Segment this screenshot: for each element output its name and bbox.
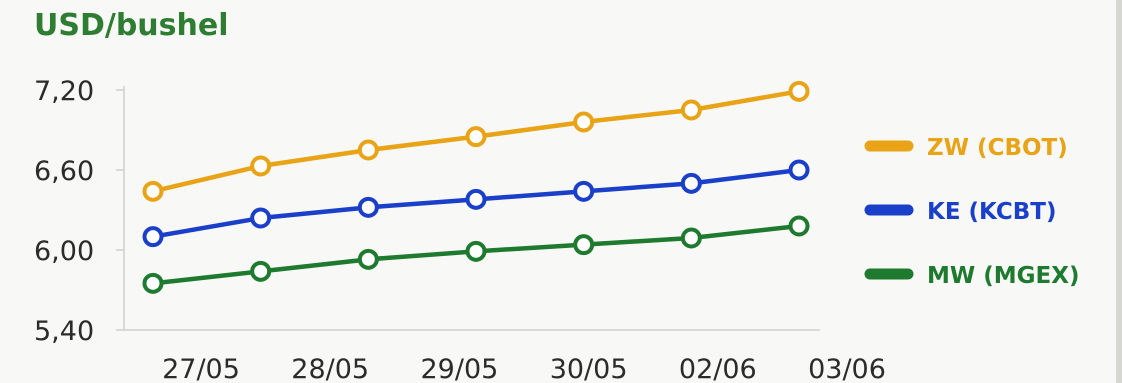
data-point — [357, 248, 379, 270]
y-tick-label: 7,20 — [34, 76, 94, 107]
data-point — [788, 159, 810, 181]
x-tick-label: 27/05 — [162, 354, 240, 383]
legend: ZW (CBOT) KE (KCBT) MW (MGEX) — [864, 135, 1080, 289]
data-point — [573, 234, 595, 256]
y-tick-label: 6,60 — [34, 156, 94, 187]
data-point — [465, 188, 487, 210]
data-point — [573, 180, 595, 202]
data-point — [573, 111, 595, 133]
data-point — [250, 260, 272, 282]
data-point — [680, 227, 702, 249]
data-point — [788, 215, 810, 237]
x-tick-label: 28/05 — [291, 354, 369, 383]
data-point — [680, 99, 702, 121]
y-tick-label: 5,40 — [34, 316, 94, 347]
data-point — [357, 139, 379, 161]
x-tick-label: 03/06 — [808, 354, 886, 383]
series-points — [142, 80, 810, 294]
data-point — [250, 155, 272, 177]
data-point — [142, 272, 164, 294]
legend-label: ZW (CBOT) — [927, 135, 1068, 161]
y-tick-label: 6,00 — [34, 236, 94, 267]
x-tick-label: 30/05 — [550, 354, 628, 383]
data-point — [357, 196, 379, 218]
data-point — [465, 240, 487, 262]
data-point — [250, 207, 272, 229]
data-point — [142, 226, 164, 248]
legend-label: MW (MGEX) — [927, 263, 1080, 289]
legend-label: KE (KCBT) — [927, 199, 1056, 225]
data-point — [142, 180, 164, 202]
y-axis-unit-label: USD/bushel — [34, 8, 229, 43]
data-point — [788, 80, 810, 102]
axes: 5,40 6,00 6,60 7,20 27/05 28/05 29/05 30/05 02/0… — [34, 76, 886, 383]
window-edge — [1116, 0, 1122, 383]
x-tick-label: 29/05 — [420, 354, 498, 383]
data-point — [680, 172, 702, 194]
data-point — [465, 126, 487, 148]
x-tick-label: 02/06 — [679, 354, 757, 383]
